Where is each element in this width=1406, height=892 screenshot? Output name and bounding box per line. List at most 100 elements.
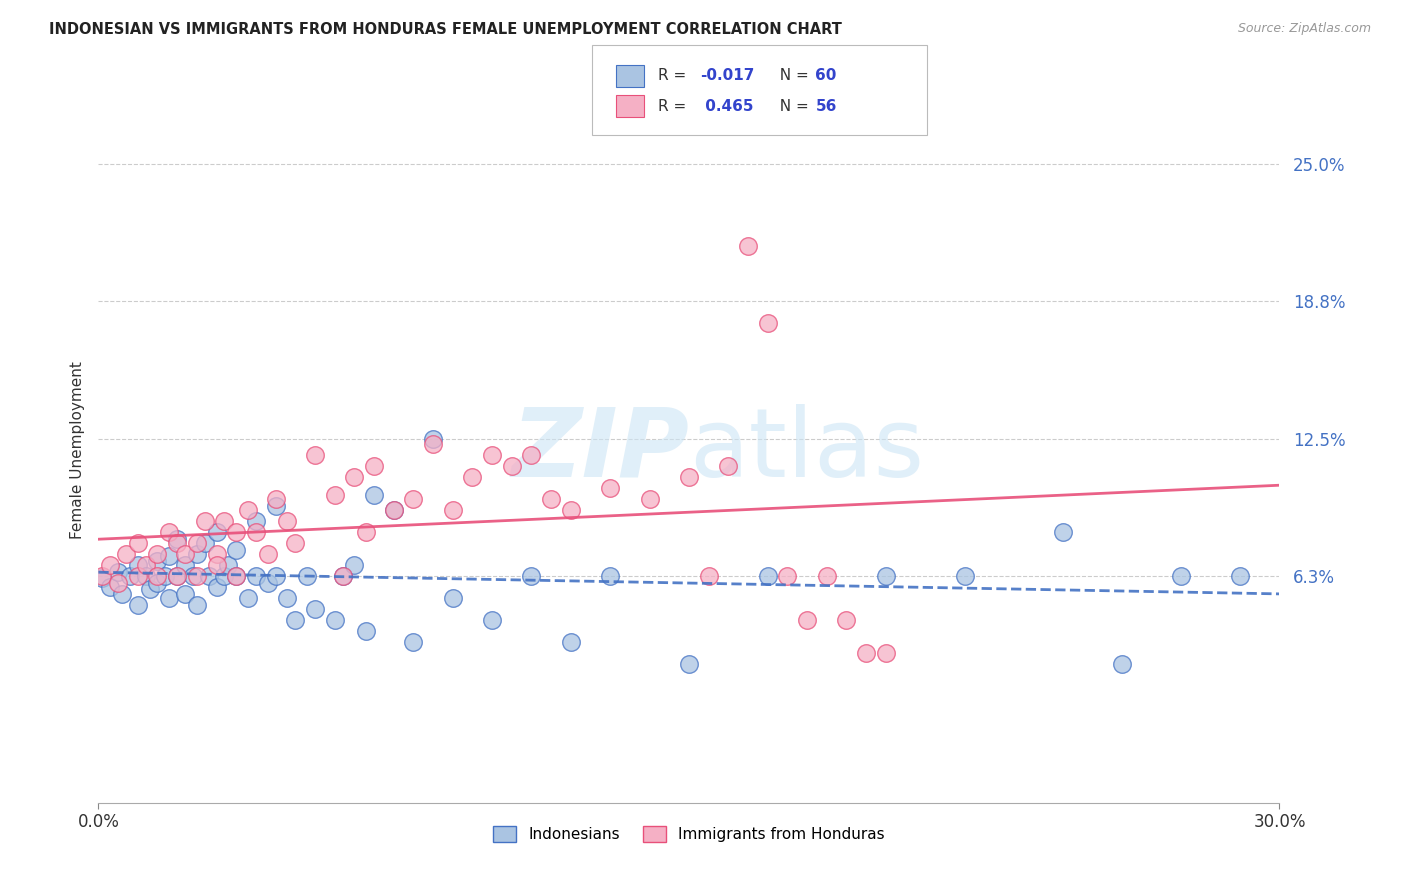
Point: [461, 470, 484, 484]
Text: N =: N =: [770, 69, 814, 83]
Point: [214, 514, 236, 528]
Point: [599, 569, 621, 583]
Point: [181, 569, 204, 583]
Point: [363, 458, 385, 473]
Point: [332, 569, 354, 583]
Text: ZIP: ZIP: [510, 404, 689, 497]
Point: [1170, 569, 1192, 583]
Point: [295, 569, 318, 583]
Point: [127, 558, 149, 572]
Point: [323, 613, 346, 627]
Point: [363, 487, 385, 501]
Point: [343, 470, 366, 484]
Point: [756, 316, 779, 330]
Point: [304, 448, 326, 462]
Point: [1052, 524, 1074, 539]
Point: [236, 591, 259, 605]
Point: [107, 565, 129, 579]
Point: [264, 491, 287, 506]
Point: [441, 591, 464, 605]
Point: [91, 569, 114, 583]
Text: R =: R =: [658, 69, 692, 83]
Point: [875, 569, 897, 583]
Point: [284, 613, 307, 627]
Point: [115, 547, 138, 561]
Point: [560, 503, 582, 517]
Point: [1229, 569, 1251, 583]
Text: R =: R =: [658, 99, 692, 113]
Point: [197, 569, 219, 583]
Point: [186, 547, 208, 561]
Point: [166, 532, 188, 546]
Point: [194, 514, 217, 528]
Point: [245, 514, 267, 528]
Point: [205, 547, 228, 561]
Point: [146, 569, 169, 583]
Text: INDONESIAN VS IMMIGRANTS FROM HONDURAS FEMALE UNEMPLOYMENT CORRELATION CHART: INDONESIAN VS IMMIGRANTS FROM HONDURAS F…: [49, 22, 842, 37]
Point: [166, 569, 188, 583]
Point: [776, 569, 799, 583]
Point: [402, 635, 425, 649]
Text: N =: N =: [770, 99, 814, 113]
Point: [264, 569, 287, 583]
Point: [157, 524, 180, 539]
Point: [402, 491, 425, 506]
Point: [382, 503, 405, 517]
Point: [678, 470, 700, 484]
Text: 56: 56: [815, 99, 837, 113]
Point: [276, 591, 298, 605]
Point: [91, 571, 114, 585]
Point: [520, 569, 543, 583]
Point: [481, 448, 503, 462]
Point: [146, 553, 169, 567]
Point: [166, 569, 188, 583]
Point: [205, 524, 228, 539]
Point: [737, 238, 759, 252]
Point: [186, 536, 208, 550]
Point: [304, 602, 326, 616]
Point: [638, 491, 661, 506]
Point: [135, 558, 157, 572]
Point: [245, 524, 267, 539]
Point: [138, 582, 160, 597]
Point: [422, 433, 444, 447]
Point: [520, 448, 543, 462]
Point: [174, 586, 197, 600]
Point: [98, 558, 121, 572]
Text: -0.017: -0.017: [700, 69, 755, 83]
Point: [174, 547, 197, 561]
Point: [678, 657, 700, 671]
Point: [953, 569, 976, 583]
Point: [127, 536, 149, 550]
Point: [264, 499, 287, 513]
Point: [217, 558, 239, 572]
Point: [245, 569, 267, 583]
Point: [146, 575, 169, 590]
Point: [225, 542, 247, 557]
Point: [214, 569, 236, 583]
Point: [599, 481, 621, 495]
Legend: Indonesians, Immigrants from Honduras: Indonesians, Immigrants from Honduras: [486, 820, 891, 848]
Point: [422, 437, 444, 451]
Point: [332, 569, 354, 583]
Point: [157, 549, 180, 564]
Point: [284, 536, 307, 550]
Point: [127, 598, 149, 612]
Point: [225, 569, 247, 583]
Point: [205, 558, 228, 572]
Point: [107, 575, 129, 590]
Point: [135, 569, 157, 583]
Point: [155, 569, 177, 583]
Point: [323, 487, 346, 501]
Point: [98, 580, 121, 594]
Y-axis label: Female Unemployment: Female Unemployment: [69, 361, 84, 540]
Point: [796, 613, 818, 627]
Point: [560, 635, 582, 649]
Point: [276, 514, 298, 528]
Point: [194, 536, 217, 550]
Point: [835, 613, 858, 627]
Point: [256, 575, 278, 590]
Point: [256, 547, 278, 561]
Text: 0.465: 0.465: [700, 99, 754, 113]
Point: [756, 569, 779, 583]
